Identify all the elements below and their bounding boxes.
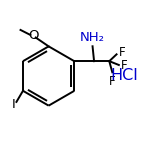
Text: I: I bbox=[12, 98, 16, 111]
Text: HCl: HCl bbox=[111, 69, 138, 83]
Text: F: F bbox=[109, 74, 116, 88]
Text: F: F bbox=[119, 46, 125, 59]
Text: NH₂: NH₂ bbox=[80, 31, 105, 44]
Text: O: O bbox=[28, 29, 39, 42]
Text: F: F bbox=[121, 59, 128, 72]
